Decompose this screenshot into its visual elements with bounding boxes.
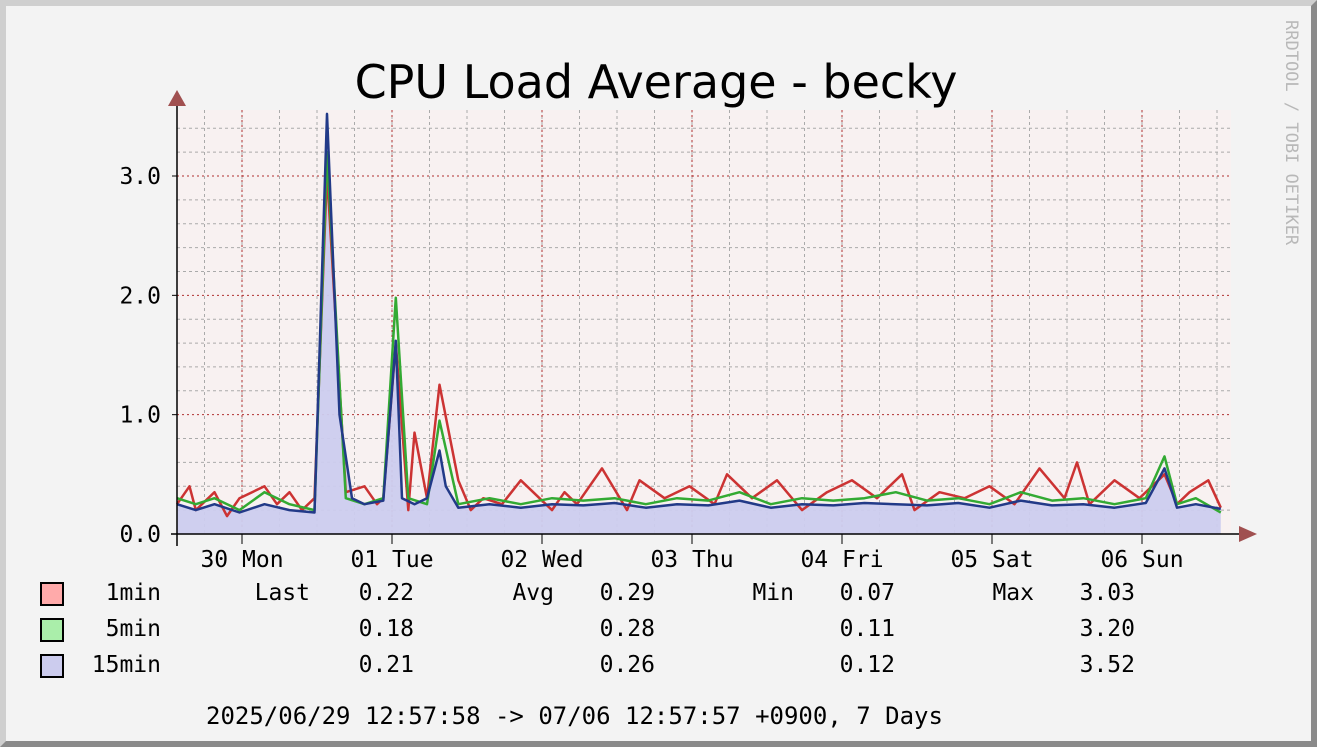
- legend: 1min Last Avg Min Max 0.22 0.29 0.07 3.03 5min 0.1…: [40, 580, 1135, 678]
- series-15min-line: [176, 112, 1222, 514]
- legend-value-min: 0.07: [840, 580, 895, 606]
- legend-value-avg: 0.29: [600, 580, 655, 606]
- legend-value-max: 3.03: [1080, 580, 1135, 606]
- y-tick-label: 0.0: [119, 522, 161, 548]
- y-axis-arrow: [168, 90, 186, 106]
- legend-value-last: 0.21: [359, 652, 414, 678]
- x-tick-label: 02 Wed: [500, 547, 583, 573]
- x-tick-label: 01 Tue: [350, 547, 433, 573]
- legend-value-max: 3.20: [1080, 616, 1135, 642]
- time-range-footer: 2025/06/29 12:57:58 -> 07/06 12:57:57 +0…: [206, 702, 943, 730]
- x-tick-label: 03 Thu: [650, 547, 733, 573]
- legend-stat-label: Min: [752, 580, 794, 606]
- y-tick-label: 3.0: [119, 164, 161, 190]
- series-1min-line: [175, 171, 1222, 518]
- x-tick-label: 06 Sun: [1100, 547, 1183, 573]
- legend-value-max: 3.52: [1080, 652, 1135, 678]
- y-tick-label: 1.0: [119, 403, 161, 429]
- cpu-load-chart: CPU Load Average - becky RRDTOOL / TOBI …: [40, 20, 1301, 730]
- legend-swatch-15min: [40, 654, 64, 678]
- legend-value-min: 0.12: [840, 652, 895, 678]
- x-tick-label: 30 Mon: [200, 547, 283, 573]
- x-axis-arrow: [1239, 526, 1257, 542]
- y-tick-label: 2.0: [119, 283, 161, 309]
- legend-name: 5min: [106, 616, 161, 642]
- x-tick-label: 04 Fri: [800, 547, 883, 573]
- legend-stat-label: Last: [255, 580, 310, 606]
- legend-value-min: 0.11: [840, 616, 895, 642]
- legend-stat-label: Max: [992, 580, 1034, 606]
- plot-area: 0.0 1.0 2.0 3.0 30 Mon 01 Tue 02 Wed 03 Thu 04 F…: [119, 90, 1257, 573]
- legend-value-avg: 0.26: [600, 652, 655, 678]
- x-tick-label: 05 Sat: [950, 547, 1033, 573]
- legend-value-last: 0.18: [359, 616, 414, 642]
- legend-name: 1min: [106, 580, 161, 606]
- legend-value-avg: 0.28: [600, 616, 655, 642]
- legend-swatch-1min: [40, 582, 64, 606]
- legend-swatch-5min: [40, 618, 64, 642]
- legend-value-last: 0.22: [359, 580, 414, 606]
- legend-stat-label: Avg: [512, 580, 554, 606]
- legend-name: 15min: [92, 652, 161, 678]
- plot-canvas: [177, 110, 1231, 534]
- rrdtool-watermark: RRDTOOL / TOBI OETIKER: [1281, 20, 1301, 246]
- chart-title: CPU Load Average - becky: [355, 55, 958, 109]
